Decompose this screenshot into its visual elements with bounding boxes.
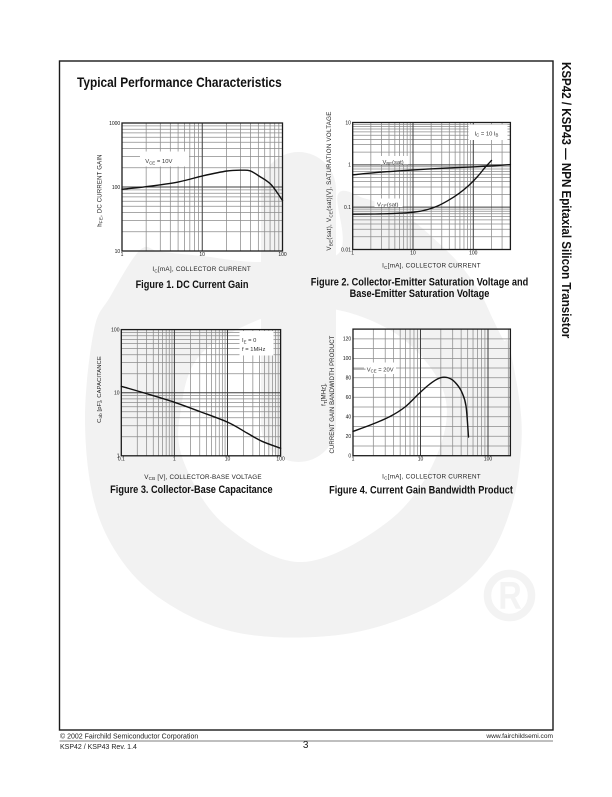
svg-text:10: 10 <box>410 250 416 256</box>
svg-text:20: 20 <box>346 434 352 440</box>
svg-text:1: 1 <box>348 163 351 169</box>
svg-text:1: 1 <box>121 252 124 258</box>
svg-text:f = 1MHz: f = 1MHz <box>242 347 265 353</box>
svg-text:Typical Performance Characteri: Typical Performance Characteristics <box>77 74 282 90</box>
svg-text:120: 120 <box>343 337 352 343</box>
svg-text:www.fairchildsemi.com: www.fairchildsemi.com <box>485 733 553 740</box>
svg-text:© 2002 Fairchild Semiconductor: © 2002 Fairchild Semiconductor Corporati… <box>60 732 198 740</box>
svg-text:KSP42 / KSP43 Rev. 1.4: KSP42 / KSP43 Rev. 1.4 <box>60 744 137 751</box>
svg-text:Figure 2. Collector-Emitter Sa: Figure 2. Collector-Emitter Saturation V… <box>311 277 528 289</box>
svg-text:Figure 1. DC Current Gain: Figure 1. DC Current Gain <box>136 279 249 291</box>
svg-text:1: 1 <box>351 250 354 256</box>
svg-text:0.01: 0.01 <box>341 247 351 253</box>
svg-text:hFE, DC CURRENT GAIN: hFE, DC CURRENT GAIN <box>97 154 103 226</box>
svg-text:100: 100 <box>484 457 493 463</box>
svg-text:100: 100 <box>469 250 478 256</box>
svg-text:Cob [pF], CAPACITANCE: Cob [pF], CAPACITANCE <box>97 356 103 423</box>
svg-text:1: 1 <box>352 457 355 463</box>
svg-text:Base-Emitter Saturation Voltag: Base-Emitter Saturation Voltage <box>350 289 490 301</box>
svg-text:KSP42 / KSP43 — NPN Epitaxial: KSP42 / KSP43 — NPN Epitaxial Silicon Tr… <box>559 62 574 338</box>
svg-text:0.1: 0.1 <box>344 205 351 211</box>
svg-text:VCE = 10V: VCE = 10V <box>145 159 172 165</box>
svg-text:IC[mA], COLLECTOR CURRENT: IC[mA], COLLECTOR CURRENT <box>382 473 481 480</box>
svg-text:VCE = 20V: VCE = 20V <box>367 367 394 373</box>
svg-text:100: 100 <box>111 327 120 333</box>
svg-text:IC[mA], COLLECTOR CURRENT: IC[mA], COLLECTOR CURRENT <box>152 266 251 273</box>
svg-text:10: 10 <box>199 252 205 258</box>
svg-text:0.1: 0.1 <box>118 457 125 463</box>
svg-text:VCE(sat): VCE(sat) <box>377 202 399 208</box>
svg-text:VCB [V], COLLECTOR-BASE VOLTAG: VCB [V], COLLECTOR-BASE VOLTAGE <box>144 474 262 481</box>
svg-text:1000: 1000 <box>109 121 120 127</box>
svg-text:80: 80 <box>346 376 352 382</box>
svg-text:IE = 0: IE = 0 <box>242 338 256 344</box>
svg-text:1: 1 <box>117 454 120 460</box>
svg-text:VBE(sat): VBE(sat) <box>383 160 404 166</box>
svg-text:10: 10 <box>114 391 120 397</box>
svg-text:10: 10 <box>418 457 424 463</box>
svg-text:CURRENT GAIN BANDWIDTH PRODUCT: CURRENT GAIN BANDWIDTH PRODUCT <box>330 335 336 453</box>
svg-text:IC[mA], COLLECTOR CURRENT: IC[mA], COLLECTOR CURRENT <box>382 263 481 270</box>
svg-text:10: 10 <box>115 249 121 255</box>
svg-text:100: 100 <box>343 356 352 362</box>
svg-text:100: 100 <box>276 457 285 463</box>
svg-text:0: 0 <box>348 454 351 460</box>
svg-text:fT[MHz],: fT[MHz], <box>322 383 328 406</box>
svg-text:10: 10 <box>225 457 231 463</box>
svg-text:Figure 4. Current Gain Bandwid: Figure 4. Current Gain Bandwidth Product <box>329 485 513 497</box>
svg-text:60: 60 <box>346 395 352 401</box>
svg-text:Figure 3. Collector-Base Capac: Figure 3. Collector-Base Capacitance <box>110 485 273 497</box>
svg-text:IC = 10 IB: IC = 10 IB <box>475 131 499 137</box>
svg-text:VBE(sat), VCE(sat)[V], SATURAT: VBE(sat), VCE(sat)[V], SATURATION VOLTAG… <box>326 111 333 250</box>
svg-text:100: 100 <box>278 252 287 258</box>
svg-text:40: 40 <box>346 415 352 421</box>
svg-text:1: 1 <box>173 457 176 463</box>
svg-text:3: 3 <box>303 740 309 751</box>
svg-text:R: R <box>498 574 521 617</box>
svg-text:10: 10 <box>345 120 351 126</box>
svg-text:100: 100 <box>112 185 121 191</box>
